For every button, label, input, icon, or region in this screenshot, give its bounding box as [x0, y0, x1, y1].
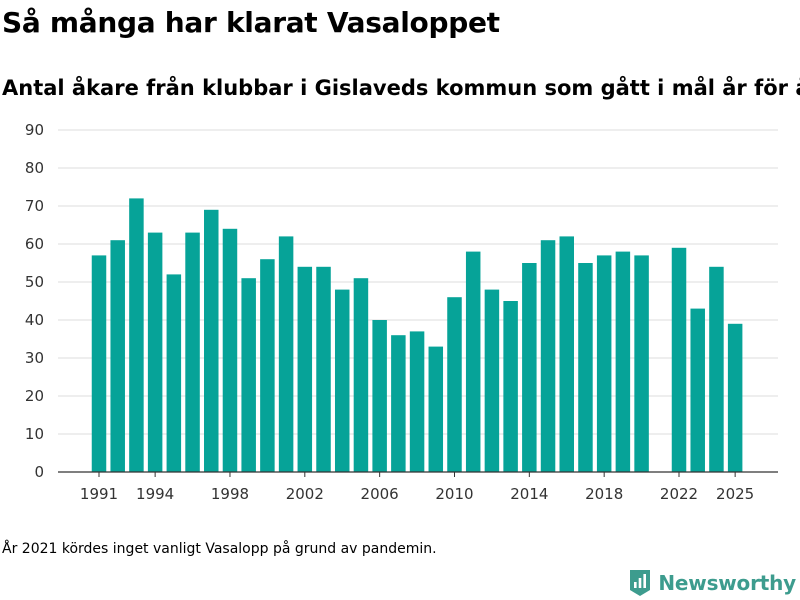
bar-1995: [166, 274, 182, 472]
brand: Newsworthy: [628, 568, 796, 598]
x-axis: 1991 1994 1998 2002 2006 2010 2014 2018 2022 2025: [58, 471, 778, 503]
bar-1994: [147, 232, 163, 472]
newsworthy-logo-icon: [630, 570, 651, 596]
bar-2002: [297, 266, 313, 472]
footnote: År 2021 kördes inget vanligt Vasalopp på…: [2, 541, 437, 557]
bar-2025: [727, 323, 743, 472]
y-tick-label: 80: [25, 159, 44, 177]
bar-2001: [278, 236, 294, 472]
x-tick-label: 1991: [80, 485, 118, 503]
brand-name: Newsworthy: [658, 571, 796, 595]
x-tick-label: 1994: [136, 485, 174, 503]
bar-1999: [241, 278, 256, 472]
y-tick-label: 60: [25, 235, 44, 253]
x-tick-label: 2022: [660, 485, 698, 503]
bar-2018: [596, 255, 612, 472]
bar-2013: [503, 301, 518, 472]
bars: [91, 198, 743, 473]
chart-title: Så många har klarat Vasaloppet: [2, 6, 500, 39]
x-tick-label: 2002: [286, 485, 324, 503]
bar-1997: [204, 209, 219, 473]
x-tick-label: 2006: [361, 485, 399, 503]
bar-2012: [484, 289, 500, 472]
bar-chart: 0 10 20 30 40 50 60 70 80 90 1991 1994 1998 2002 2006…: [25, 121, 778, 503]
bar-2003: [316, 266, 331, 472]
x-tick-label: 2018: [585, 485, 623, 503]
bar-2019: [615, 251, 631, 472]
bar-2020: [634, 255, 649, 472]
x-tick-label: 1998: [211, 485, 249, 503]
bar-1993: [129, 198, 144, 472]
bar-2010: [447, 297, 462, 472]
bar-2007: [391, 335, 406, 472]
chart-subtitle: Antal åkare från klubbar i Gislaveds kom…: [2, 76, 800, 100]
y-tick-label: 30: [25, 349, 44, 367]
bar-2015: [540, 240, 556, 472]
bar-2014: [522, 263, 537, 472]
y-tick-label: 50: [25, 273, 44, 291]
y-tick-label: 90: [25, 121, 44, 139]
bar-2017: [578, 263, 593, 472]
bar-2016: [559, 236, 574, 472]
bar-2005: [353, 278, 369, 472]
bar-2009: [428, 346, 444, 472]
y-tick-label: 40: [25, 311, 44, 329]
bar-1996: [185, 232, 200, 472]
y-axis: 0 10 20 30 40 50 60 70 80 90: [25, 121, 44, 481]
bar-1998: [222, 228, 238, 472]
bar-1992: [110, 240, 125, 472]
y-tick-label: 20: [25, 387, 44, 405]
bar-2008: [409, 331, 425, 472]
bar-2004: [334, 289, 350, 472]
bar-2024: [709, 266, 724, 472]
y-tick-label: 0: [34, 463, 44, 481]
bar-2000: [260, 259, 275, 472]
bar-2006: [372, 320, 387, 472]
bar-1991: [91, 255, 107, 472]
x-tick-label: 2014: [510, 485, 548, 503]
y-tick-label: 10: [25, 425, 44, 443]
bar-2022: [671, 247, 687, 472]
bar-2023: [690, 308, 705, 472]
x-tick-label: 2025: [716, 485, 754, 503]
x-tick-label: 2010: [435, 485, 473, 503]
y-tick-label: 70: [25, 197, 44, 215]
bar-2011: [465, 251, 481, 472]
